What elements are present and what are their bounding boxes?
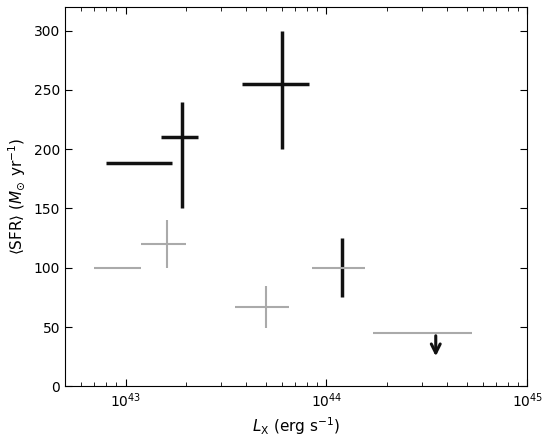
Y-axis label: $\langle {\rm SFR} \rangle$ ($M_{\odot}$ yr$^{-1}$): $\langle {\rm SFR} \rangle$ ($M_{\odot}$… <box>7 138 28 255</box>
X-axis label: $L_{\rm X}$ (erg s$^{-1}$): $L_{\rm X}$ (erg s$^{-1}$) <box>252 415 340 437</box>
